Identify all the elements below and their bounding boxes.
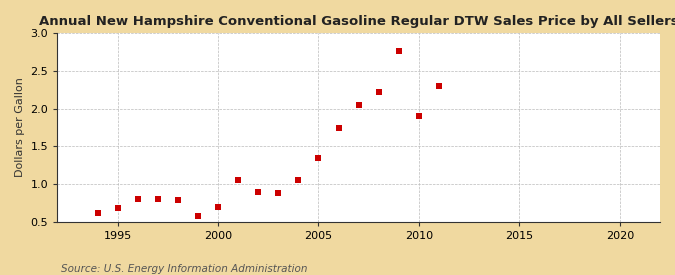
Text: Source: U.S. Energy Information Administration: Source: U.S. Energy Information Administ… [61, 264, 307, 274]
Title: Annual New Hampshire Conventional Gasoline Regular DTW Sales Price by All Seller: Annual New Hampshire Conventional Gasoli… [39, 15, 675, 28]
Y-axis label: Dollars per Gallon: Dollars per Gallon [15, 78, 25, 177]
